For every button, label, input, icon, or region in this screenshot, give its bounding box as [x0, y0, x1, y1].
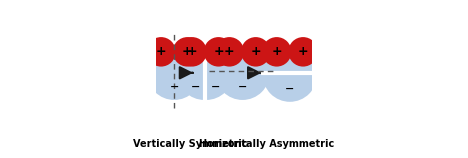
Circle shape	[147, 46, 201, 100]
Text: +: +	[271, 45, 282, 58]
Text: +: +	[224, 45, 234, 58]
Circle shape	[241, 37, 271, 67]
Circle shape	[173, 37, 202, 67]
Text: −: −	[169, 82, 179, 92]
Text: −: −	[285, 84, 294, 94]
Text: −: −	[238, 82, 247, 92]
Circle shape	[215, 46, 270, 100]
Text: +: +	[298, 45, 308, 58]
Text: Vertically Symmetric: Vertically Symmetric	[132, 139, 247, 149]
Circle shape	[177, 37, 207, 67]
Wedge shape	[177, 46, 205, 100]
Text: +: +	[250, 45, 261, 58]
Wedge shape	[206, 46, 234, 100]
Text: −: −	[211, 82, 220, 92]
Wedge shape	[263, 46, 317, 73]
Circle shape	[262, 37, 292, 67]
Circle shape	[215, 37, 244, 67]
Text: −: −	[190, 82, 200, 92]
Circle shape	[288, 37, 318, 67]
Circle shape	[204, 37, 233, 67]
Text: +: +	[182, 45, 193, 58]
Text: +: +	[213, 45, 224, 58]
Circle shape	[146, 37, 176, 67]
Wedge shape	[263, 75, 317, 102]
Text: Horizontally Asymmetric: Horizontally Asymmetric	[199, 139, 334, 149]
Text: +: +	[156, 45, 166, 58]
Text: +: +	[187, 45, 197, 58]
